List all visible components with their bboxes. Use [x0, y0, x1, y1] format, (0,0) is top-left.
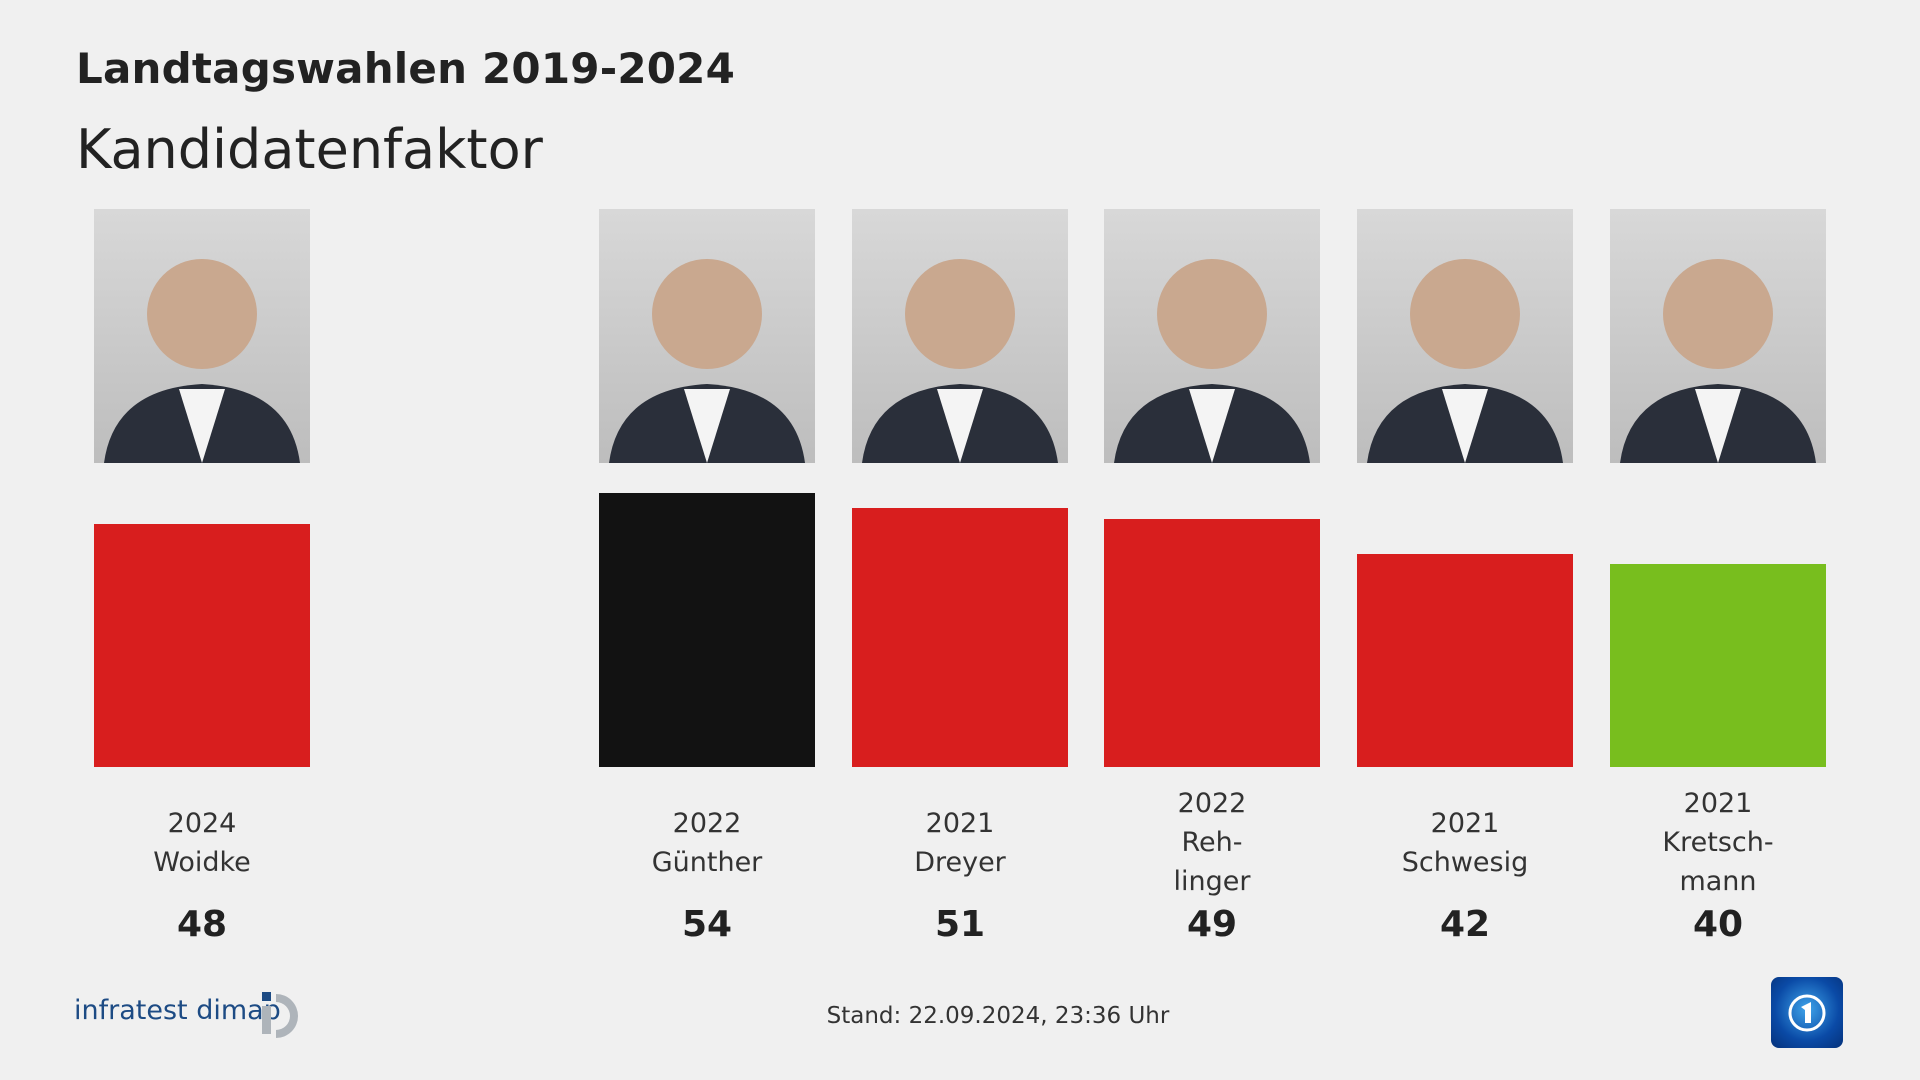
- chart-title: Landtagswahlen 2019-2024: [76, 44, 736, 93]
- label-year: 2022: [1177, 788, 1247, 819]
- bar: [1104, 518, 1320, 767]
- infratest-dimap-logo-icon: [262, 992, 299, 1038]
- candidate-photo: [1610, 209, 1826, 463]
- label-year: 2021: [1430, 808, 1500, 839]
- label-year: 2024: [167, 808, 237, 839]
- bar: [599, 493, 815, 767]
- label-year: 2022: [672, 808, 742, 839]
- label-year: 2021: [925, 808, 995, 839]
- label-name: Woidke: [153, 847, 251, 878]
- value-label: 54: [681, 904, 733, 945]
- value-label: 48: [176, 904, 228, 945]
- label-name: Schwesig: [1401, 847, 1529, 878]
- bar-label: 2022 Günther: [599, 804, 815, 882]
- value-label: 40: [1692, 904, 1744, 945]
- bar-label: 2021 Dreyer: [852, 804, 1068, 882]
- candidate-photo: [1357, 209, 1573, 463]
- value-label: 42: [1439, 904, 1491, 945]
- infratest-dimap-logo-text: infratest dimap: [74, 995, 281, 1026]
- label-name: Kretsch-: [1662, 827, 1774, 858]
- bar: [852, 508, 1068, 767]
- bar-label: 2021 Schwesig: [1357, 804, 1573, 882]
- label-name: Dreyer: [914, 847, 1006, 878]
- label-name: Reh-: [1181, 827, 1243, 858]
- label-year: 2021: [1683, 788, 1753, 819]
- label-name: linger: [1173, 866, 1251, 897]
- label-name: Günther: [651, 847, 763, 878]
- timestamp: Stand: 22.09.2024, 23:36 Uhr: [826, 1003, 1170, 1029]
- bar: [1610, 564, 1826, 767]
- candidate-photo: [1104, 209, 1320, 463]
- value-label: 51: [934, 904, 986, 945]
- bar-label: 2021 Kretsch-mann: [1610, 784, 1826, 901]
- candidate-photo: [599, 209, 815, 463]
- value-label: 49: [1186, 904, 1238, 945]
- bar-label: 2022 Reh-linger: [1104, 784, 1320, 901]
- chart-subtitle: Kandidatenfaktor: [76, 118, 543, 181]
- candidate-photo: [852, 209, 1068, 463]
- bar-label: 2024 Woidke: [94, 804, 310, 882]
- bar: [1357, 554, 1573, 767]
- bar: [94, 523, 310, 767]
- candidate-photo: [94, 209, 310, 463]
- label-name: mann: [1679, 866, 1757, 897]
- ard-logo-icon: [1771, 977, 1843, 1048]
